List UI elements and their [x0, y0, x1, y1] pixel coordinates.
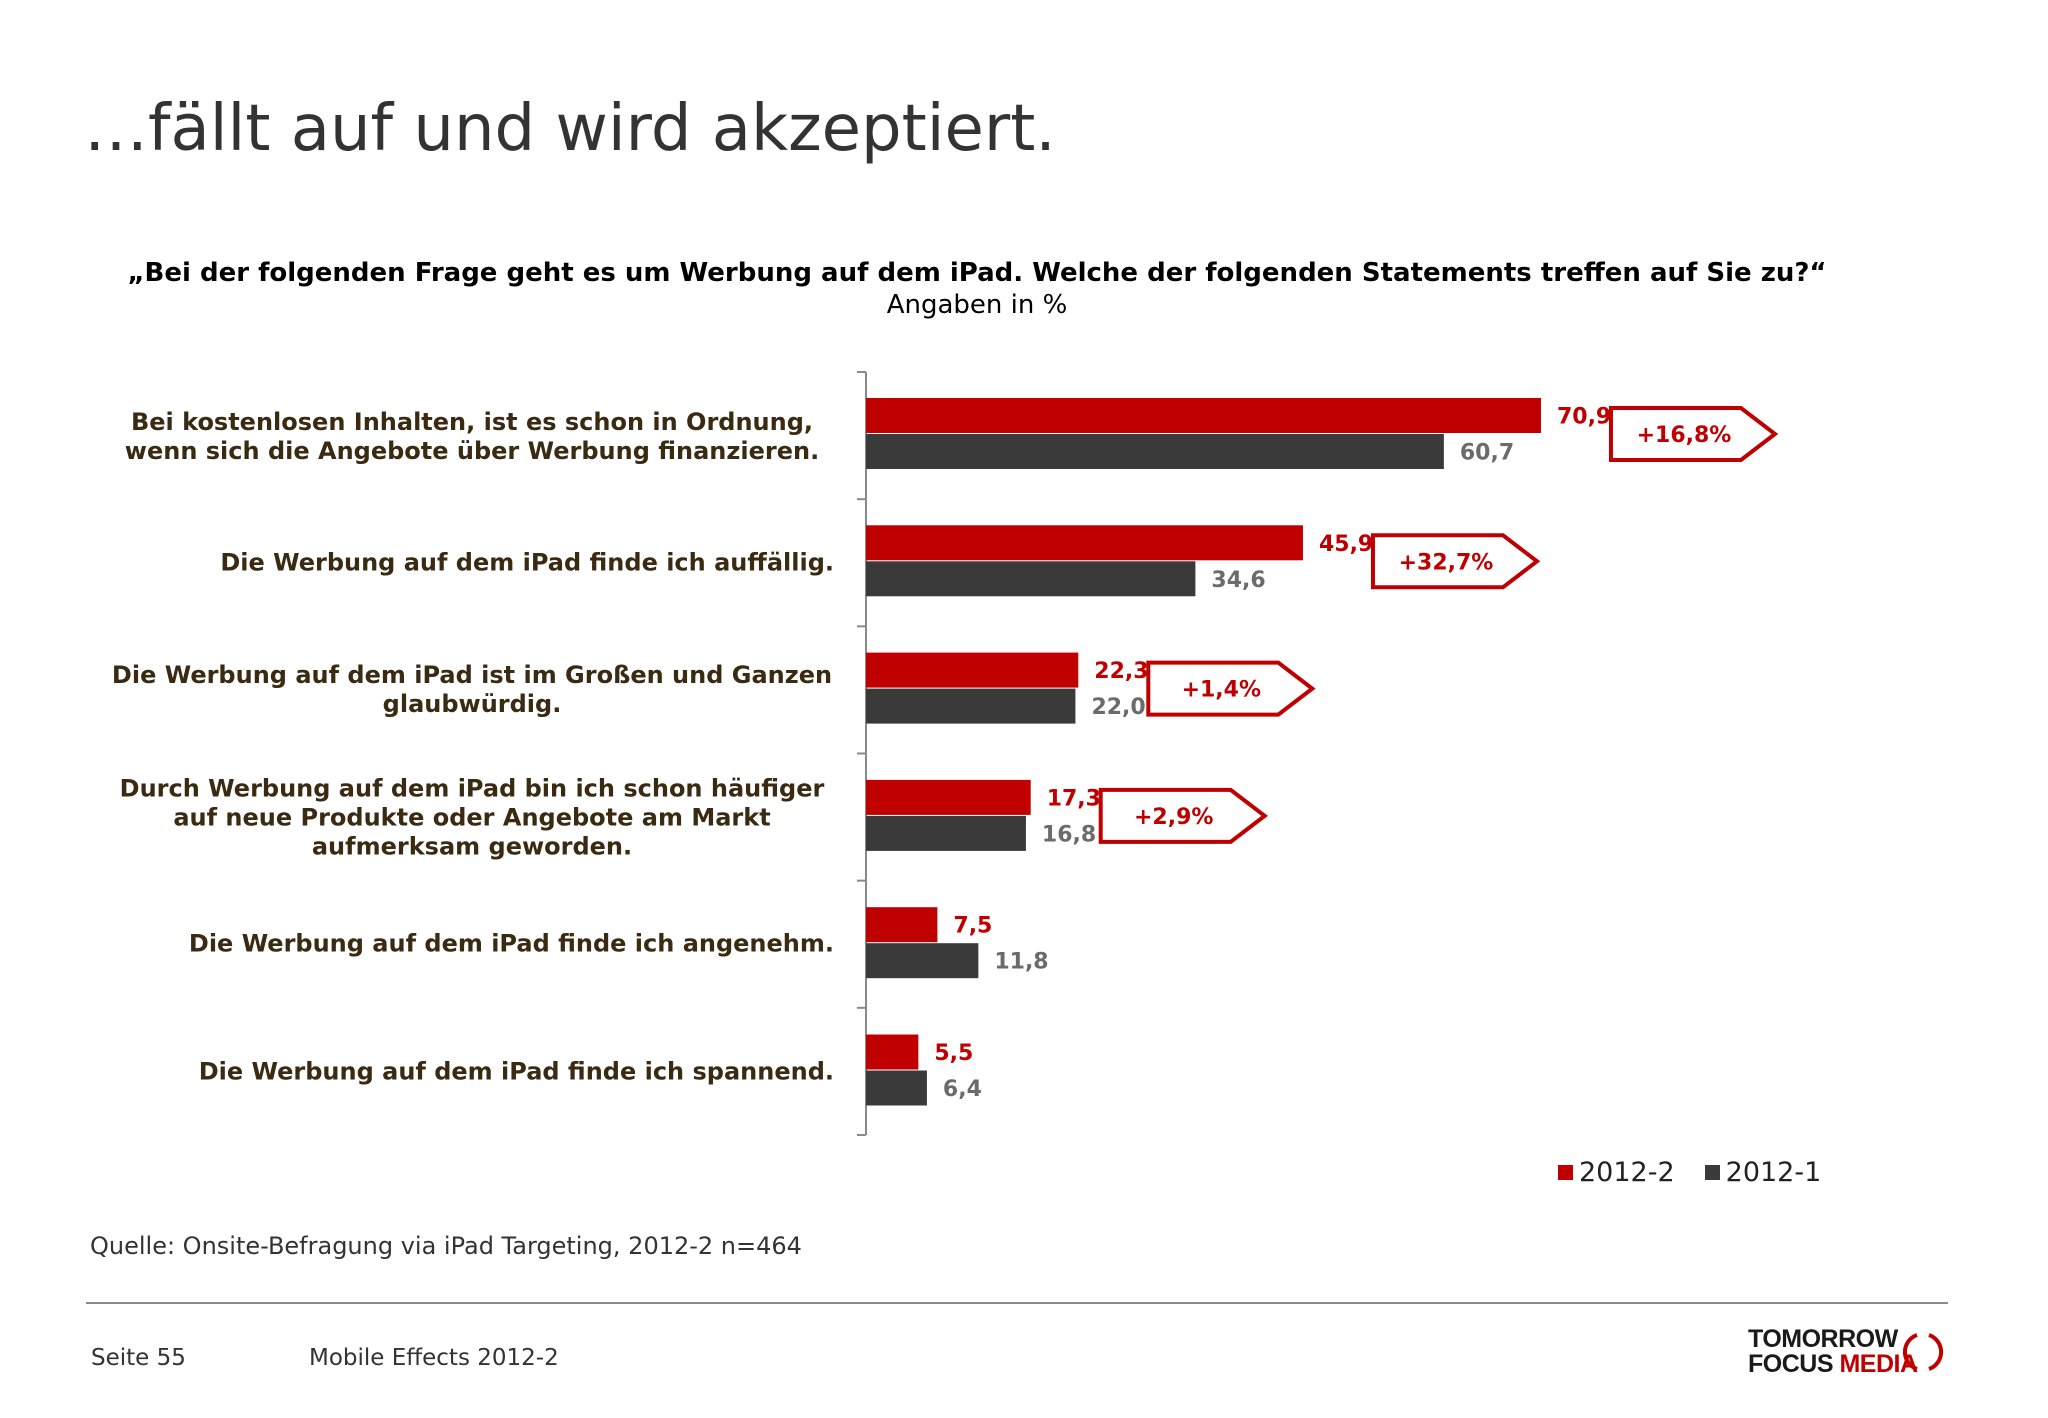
bar-2012-1 [866, 815, 1026, 851]
legend-swatch-2012-1 [1704, 1165, 1720, 1180]
change-label: +2,9% [1134, 805, 1213, 830]
data-label-2012-2: 22,3 [1094, 659, 1148, 684]
chart-question: „Bei der folgenden Frage geht es um Werb… [127, 258, 1827, 288]
data-label-2012-1: 60,7 [1460, 441, 1514, 466]
change-label: +1,4% [1182, 678, 1261, 703]
data-label-2012-1: 34,6 [1211, 568, 1265, 593]
category-label: Die Werbung auf dem iPad finde ich angen… [188, 929, 834, 958]
logo-text-line1: TOMORROW [1748, 1325, 1898, 1353]
legend-swatch-2012-2 [1558, 1165, 1573, 1180]
bar-2012-2 [866, 907, 938, 943]
data-label-2012-2: 70,9 [1557, 405, 1611, 430]
data-label-2012-2: 5,5 [934, 1041, 973, 1066]
legend-item-2012-2: 2012-2 [1558, 1157, 1675, 1188]
footer-report-name: Mobile Effects 2012-2 [309, 1345, 559, 1371]
source-note: Quelle: Onsite-Befragung via iPad Target… [90, 1232, 802, 1260]
data-label-2012-2: 17,3 [1047, 786, 1101, 811]
bar-2012-1 [866, 943, 979, 979]
data-label-2012-2: 7,5 [953, 914, 992, 939]
footer-page-number: Seite 55 [91, 1345, 186, 1371]
company-logo: TOMORROW FOCUS MEDIA [1748, 1325, 1948, 1377]
bar-2012-2 [866, 1034, 919, 1070]
bar-2012-1 [866, 688, 1076, 724]
page-title: …fällt auf und wird akzeptiert. [84, 92, 1056, 166]
legend-label-2012-1: 2012-1 [1725, 1157, 1822, 1188]
change-label: +32,7% [1399, 550, 1494, 575]
bar-2012-2 [866, 398, 1541, 433]
chart-subtitle: Angaben in % [886, 290, 1068, 320]
data-label-2012-1: 16,8 [1042, 822, 1096, 847]
change-arrow-box [1608, 406, 1779, 462]
bar-2012-1 [866, 434, 1444, 469]
change-arrow-box [1098, 787, 1268, 844]
bar-2012-2 [866, 525, 1303, 561]
category-label: Die Werbung auf dem iPad finde ich auffä… [220, 548, 834, 577]
logo-text-focus: FOCUS [1748, 1350, 1834, 1378]
category-label: Bei kostenlosen Inhalten, ist es schon i… [124, 408, 820, 465]
category-label: Die Werbung auf dem iPad finde ich spann… [198, 1057, 834, 1086]
change-label: +16,8% [1637, 423, 1732, 448]
data-label-2012-1: 6,4 [943, 1077, 982, 1102]
bar-2012-2 [866, 779, 1031, 815]
legend-label-2012-2: 2012-2 [1579, 1157, 1675, 1188]
change-arrow-box [1370, 533, 1541, 590]
category-label: Die Werbung auf dem iPad ist im Großen u… [111, 661, 833, 718]
data-label-2012-1: 22,0 [1091, 695, 1145, 720]
legend: 2012-2 2012-1 [1558, 1157, 1851, 1188]
bar-2012-2 [866, 652, 1079, 688]
legend-item-2012-1: 2012-1 [1704, 1157, 1822, 1188]
data-label-2012-1: 11,8 [994, 950, 1048, 975]
bar-2012-1 [866, 1070, 927, 1106]
logo-text-line2: FOCUS MEDIA [1748, 1352, 1918, 1377]
category-label: Durch Werbung auf dem iPad bin ich schon… [119, 774, 825, 861]
change-arrow-box [1146, 660, 1316, 717]
footer-divider [86, 1302, 1948, 1304]
bar-2012-1 [866, 561, 1196, 597]
logo-arc-icon [1903, 1333, 1944, 1371]
data-label-2012-2: 45,9 [1319, 532, 1373, 557]
